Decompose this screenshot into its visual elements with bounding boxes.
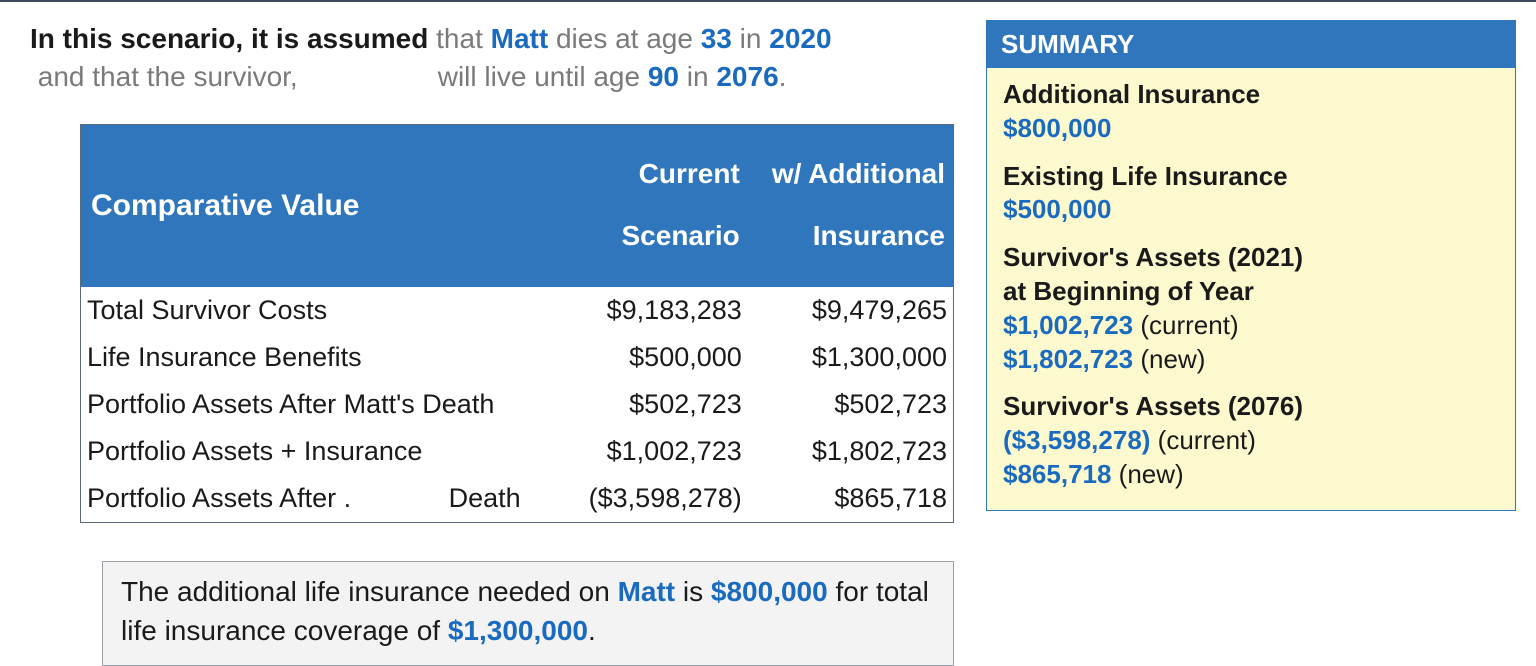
intro-age2: 90	[648, 61, 679, 92]
summary-value: $1,802,723	[1003, 344, 1133, 374]
col-header-additional: w/ Additional Insurance	[748, 124, 954, 286]
row-label: Portfolio Assets After . Death	[81, 475, 567, 523]
summary-suffix: (current)	[1133, 310, 1238, 340]
intro-year1: 2020	[769, 23, 831, 54]
table-row: Portfolio Assets + Insurance $1,002,723 …	[81, 428, 954, 475]
summary-box: SUMMARY Additional Insurance $800,000 Ex…	[986, 20, 1516, 511]
summary-value: $865,718	[1003, 459, 1111, 489]
summary-value-line: $1,802,723 (new)	[1003, 343, 1499, 377]
row-label: Life Insurance Benefits	[81, 334, 567, 381]
summary-suffix: (current)	[1150, 425, 1255, 455]
row-label: Total Survivor Costs	[81, 287, 567, 334]
summary-label: Survivor's Assets (2076)	[1003, 390, 1499, 424]
intro-text: .	[779, 61, 787, 92]
scenario-intro: In this scenario, it is assumed that Mat…	[30, 20, 930, 96]
note-amount1: $800,000	[711, 576, 828, 607]
summary-suffix: (new)	[1133, 344, 1205, 374]
summary-block-assets-2021: Survivor's Assets (2021) at Beginning of…	[1003, 241, 1499, 376]
summary-label: Additional Insurance	[1003, 78, 1499, 112]
intro-text: that	[428, 23, 490, 54]
row-current: $9,183,283	[567, 287, 748, 334]
intro-lead: In this scenario, it is assumed	[30, 23, 428, 54]
row-additional: $1,802,723	[748, 428, 954, 475]
row-current: $502,723	[567, 381, 748, 428]
summary-suffix: (new)	[1111, 459, 1183, 489]
intro-text: in	[732, 23, 769, 54]
comparative-table-wrap: Comparative Value Current Scenario w/ Ad…	[80, 124, 954, 524]
intro-name1: Matt	[491, 23, 549, 54]
table-body: Total Survivor Costs $9,183,283 $9,479,2…	[81, 287, 954, 523]
summary-value: $500,000	[1003, 193, 1499, 227]
row-current: $1,002,723	[567, 428, 748, 475]
row-current: ($3,598,278)	[567, 475, 748, 523]
summary-column: SUMMARY Additional Insurance $800,000 Ex…	[986, 20, 1516, 610]
col-current-line1: Current	[575, 159, 740, 190]
table-row: Life Insurance Benefits $500,000 $1,300,…	[81, 334, 954, 381]
col-header-current: Current Scenario	[567, 124, 748, 286]
page-root: In this scenario, it is assumed that Mat…	[0, 0, 1536, 610]
col-add-line1: w/ Additional	[756, 159, 945, 190]
note-text: The additional life insurance needed on	[121, 576, 618, 607]
summary-block-assets-2076: Survivor's Assets (2076) ($3,598,278) (c…	[1003, 390, 1499, 491]
summary-heading: SUMMARY	[987, 21, 1515, 68]
main-column: In this scenario, it is assumed that Mat…	[30, 20, 966, 610]
col-add-line2: Insurance	[756, 221, 945, 252]
note-amount2: $1,300,000	[448, 615, 588, 646]
summary-value: ($3,598,278)	[1003, 425, 1150, 455]
row-current: $500,000	[567, 334, 748, 381]
comparative-value-table: Comparative Value Current Scenario w/ Ad…	[80, 124, 954, 524]
row-label: Portfolio Assets After Matt's Death	[81, 381, 567, 428]
row-additional: $1,300,000	[748, 334, 954, 381]
summary-value-line: ($3,598,278) (current)	[1003, 424, 1499, 458]
summary-block-additional-insurance: Additional Insurance $800,000	[1003, 78, 1499, 146]
table-row: Portfolio Assets After Matt's Death $502…	[81, 381, 954, 428]
summary-block-existing-insurance: Existing Life Insurance $500,000	[1003, 160, 1499, 228]
note-text: .	[588, 615, 596, 646]
intro-year2: 2076	[716, 61, 778, 92]
intro-text: and that the survivor, will live until a…	[30, 61, 648, 92]
row-additional: $9,479,265	[748, 287, 954, 334]
table-row: Total Survivor Costs $9,183,283 $9,479,2…	[81, 287, 954, 334]
col-current-line2: Scenario	[575, 221, 740, 252]
intro-age1: 33	[701, 23, 732, 54]
summary-label: Survivor's Assets (2021)	[1003, 241, 1499, 275]
row-additional: $502,723	[748, 381, 954, 428]
row-additional: $865,718	[748, 475, 954, 523]
summary-label: at Beginning of Year	[1003, 275, 1499, 309]
summary-value-line: $1,002,723 (current)	[1003, 309, 1499, 343]
intro-text: dies at age	[548, 23, 701, 54]
summary-label: Existing Life Insurance	[1003, 160, 1499, 194]
summary-value: $1,002,723	[1003, 310, 1133, 340]
row-label: Portfolio Assets + Insurance	[81, 428, 567, 475]
table-row: Portfolio Assets After . Death ($3,598,2…	[81, 475, 954, 523]
insurance-note-box: The additional life insurance needed on …	[102, 561, 954, 665]
col-header-title: Comparative Value	[81, 124, 567, 286]
summary-value-line: $865,718 (new)	[1003, 458, 1499, 492]
summary-value: $800,000	[1003, 112, 1499, 146]
note-name: Matt	[618, 576, 676, 607]
note-text: is	[675, 576, 711, 607]
intro-text: in	[679, 61, 716, 92]
table-header: Comparative Value Current Scenario w/ Ad…	[81, 124, 954, 286]
summary-body: Additional Insurance $800,000 Existing L…	[987, 68, 1515, 510]
